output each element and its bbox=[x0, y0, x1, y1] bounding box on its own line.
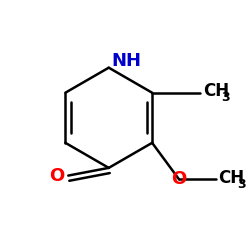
Text: 3: 3 bbox=[222, 91, 230, 104]
Text: O: O bbox=[172, 170, 187, 188]
Text: CH: CH bbox=[218, 168, 245, 186]
Text: NH: NH bbox=[112, 52, 142, 70]
Text: CH: CH bbox=[203, 82, 229, 100]
Text: O: O bbox=[49, 166, 64, 184]
Text: 3: 3 bbox=[237, 178, 246, 191]
